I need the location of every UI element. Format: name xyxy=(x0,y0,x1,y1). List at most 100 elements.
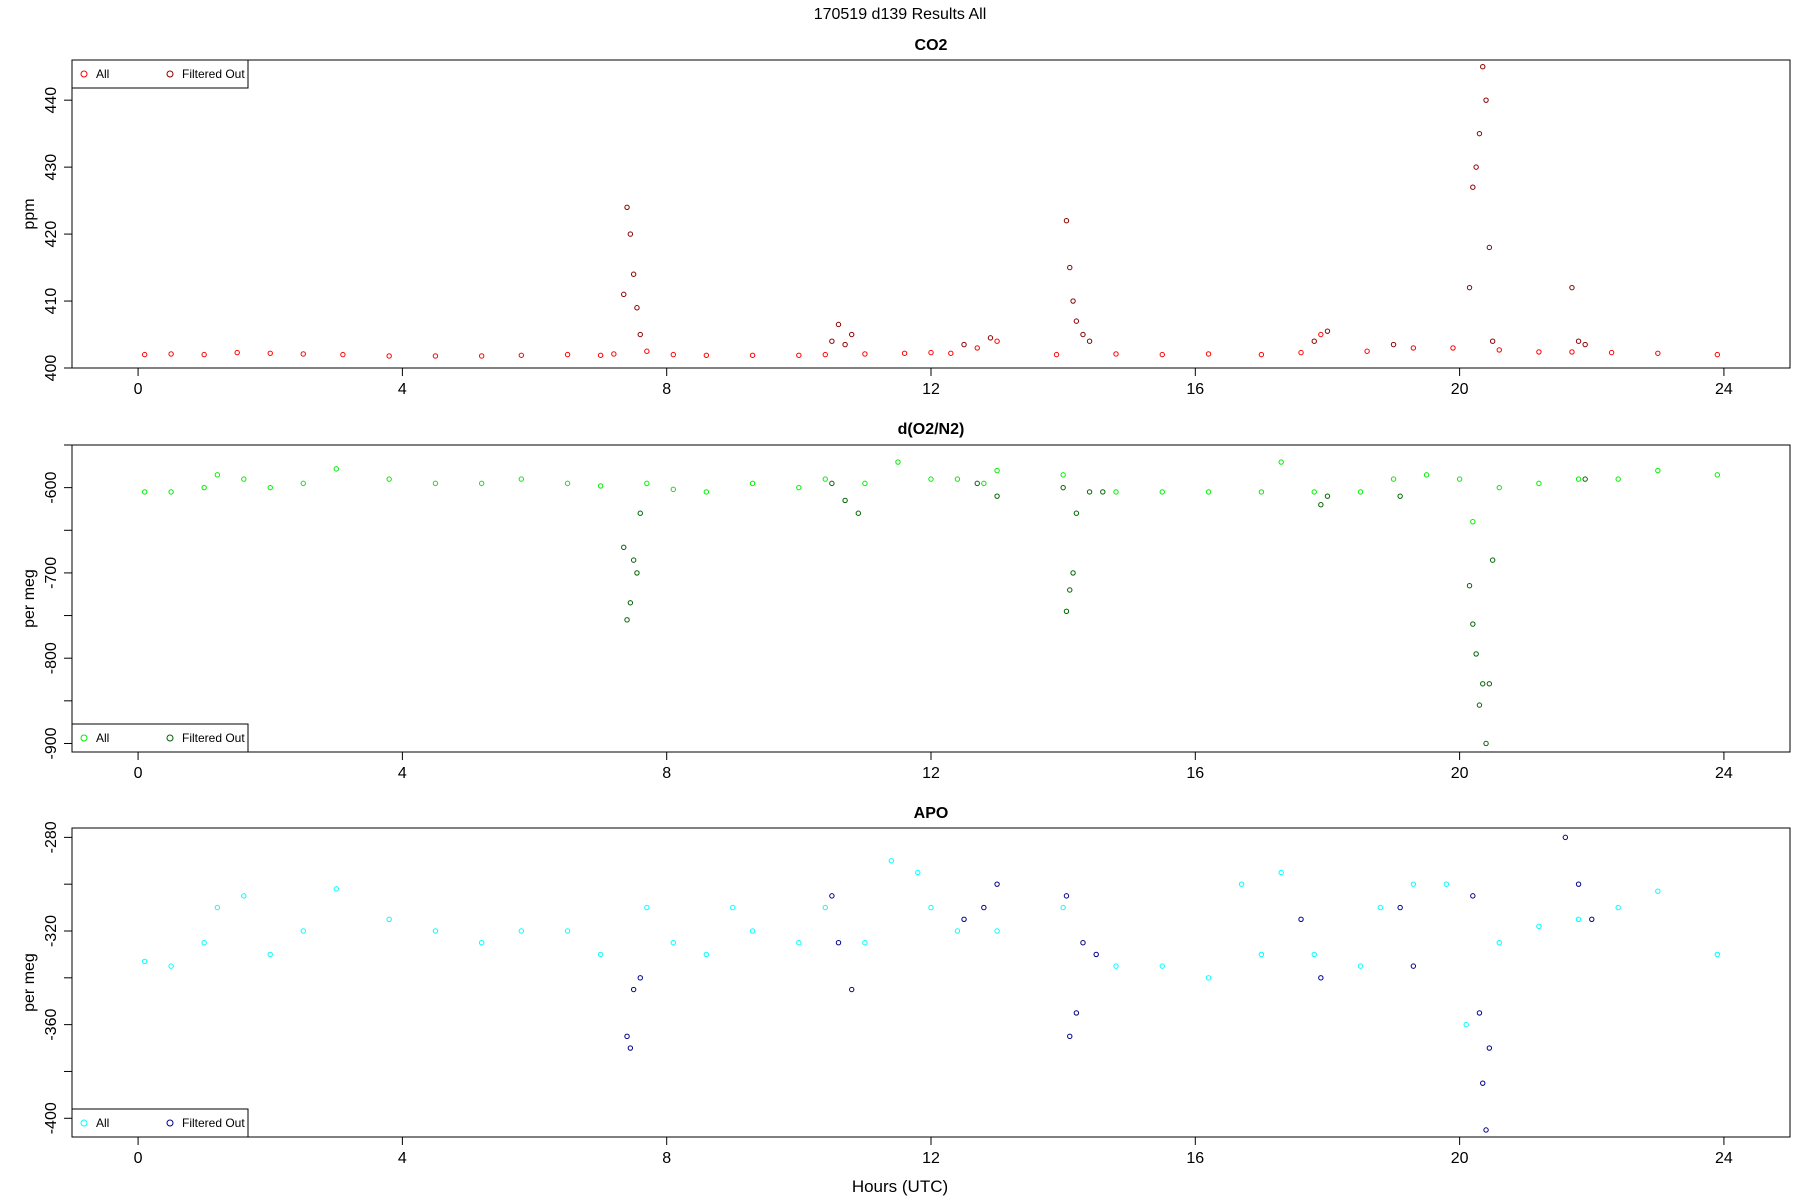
legend-marker xyxy=(166,734,174,742)
data-point xyxy=(300,480,306,487)
data-point xyxy=(1486,1045,1493,1051)
data-point xyxy=(994,881,1000,887)
x-tick-label: 8 xyxy=(662,765,671,782)
data-point xyxy=(1575,476,1582,482)
data-point xyxy=(1536,923,1542,930)
y-tick-label: -280 xyxy=(43,821,60,853)
x-tick-label: 16 xyxy=(1186,381,1204,398)
data-point xyxy=(627,231,634,237)
data-point xyxy=(1483,97,1489,103)
data-point xyxy=(928,476,934,482)
data-point xyxy=(1067,1033,1073,1040)
data-point xyxy=(1324,493,1331,499)
chart-title: APO xyxy=(914,805,949,822)
data-point xyxy=(1496,484,1502,491)
data-point xyxy=(1086,489,1093,495)
x-tick-label: 12 xyxy=(922,381,940,398)
data-point xyxy=(597,951,604,958)
data-point xyxy=(1390,476,1397,482)
series-filtered-out xyxy=(624,834,1595,1133)
data-point xyxy=(634,305,640,311)
data-point xyxy=(1073,510,1080,516)
data-point xyxy=(1298,916,1304,922)
data-point xyxy=(1476,702,1483,708)
data-point xyxy=(1278,869,1284,876)
data-point xyxy=(829,893,835,899)
data-point xyxy=(141,489,148,495)
data-point xyxy=(1569,349,1575,355)
data-point xyxy=(829,480,835,487)
data-point xyxy=(241,893,247,899)
data-point xyxy=(1080,940,1086,946)
legend-box xyxy=(71,1108,249,1138)
legend: All Filtered Out xyxy=(71,59,249,89)
data-point xyxy=(1608,349,1615,356)
data-point xyxy=(1496,347,1502,353)
data-point xyxy=(234,349,240,356)
data-point xyxy=(1067,264,1073,271)
data-point xyxy=(1311,951,1317,958)
data-point xyxy=(1480,681,1486,687)
data-point xyxy=(1053,351,1060,358)
y-tick-label: -800 xyxy=(43,642,60,674)
data-point xyxy=(994,338,1000,344)
data-point xyxy=(994,467,1000,474)
data-point xyxy=(981,480,987,487)
data-point xyxy=(895,459,901,465)
data-point xyxy=(1063,217,1070,224)
chart-title: CO2 xyxy=(915,37,948,54)
data-point xyxy=(201,484,207,491)
data-point xyxy=(518,352,525,358)
data-point xyxy=(1456,476,1463,482)
series-filtered-out xyxy=(621,63,1588,348)
data-point xyxy=(518,928,525,934)
data-point xyxy=(386,353,392,359)
y-axis-label: per meg xyxy=(21,953,38,1012)
data-point xyxy=(1655,350,1661,356)
data-point xyxy=(796,352,802,358)
data-point xyxy=(386,476,392,482)
data-point xyxy=(835,321,842,328)
y-tick-label: -320 xyxy=(43,915,60,947)
plot-frame xyxy=(71,444,1791,753)
data-point xyxy=(624,204,630,211)
data-point xyxy=(1569,284,1575,291)
data-point xyxy=(432,928,439,934)
data-point xyxy=(849,331,855,338)
legend-label: Filtered Out xyxy=(182,1116,245,1130)
page-title: 170519 d139 Results All xyxy=(814,6,987,23)
data-point xyxy=(1060,484,1066,491)
data-point xyxy=(749,480,756,487)
data-point xyxy=(627,600,634,606)
data-point xyxy=(597,483,604,489)
data-point xyxy=(1466,284,1473,291)
legend-label: All xyxy=(96,731,109,745)
chart-panel-apo: APO per meg 0 4 8 12 16 20 24 -400 -360 -320 -280 All… xyxy=(21,805,1791,1167)
data-point xyxy=(1575,338,1582,344)
data-point xyxy=(855,510,862,516)
data-point xyxy=(670,486,676,493)
data-point xyxy=(1364,348,1370,354)
data-point xyxy=(634,570,640,576)
data-point xyxy=(1536,349,1542,355)
y-axis-label: ppm xyxy=(21,198,38,229)
data-point xyxy=(1113,489,1119,495)
data-point xyxy=(749,352,756,358)
data-point xyxy=(1410,963,1417,969)
data-point xyxy=(1714,951,1721,958)
data-point xyxy=(1714,351,1721,358)
y-tick-label: -600 xyxy=(43,472,60,504)
data-point xyxy=(703,352,710,358)
data-point xyxy=(862,480,868,487)
data-point xyxy=(1473,651,1479,657)
data-point xyxy=(1205,351,1212,357)
data-point xyxy=(168,963,174,969)
x-tick-label: 24 xyxy=(1715,1150,1733,1167)
data-point xyxy=(1470,893,1476,899)
data-point xyxy=(1093,951,1099,958)
data-point xyxy=(994,493,1000,499)
data-point xyxy=(1489,338,1496,344)
data-point xyxy=(901,350,908,356)
data-point xyxy=(974,345,980,351)
